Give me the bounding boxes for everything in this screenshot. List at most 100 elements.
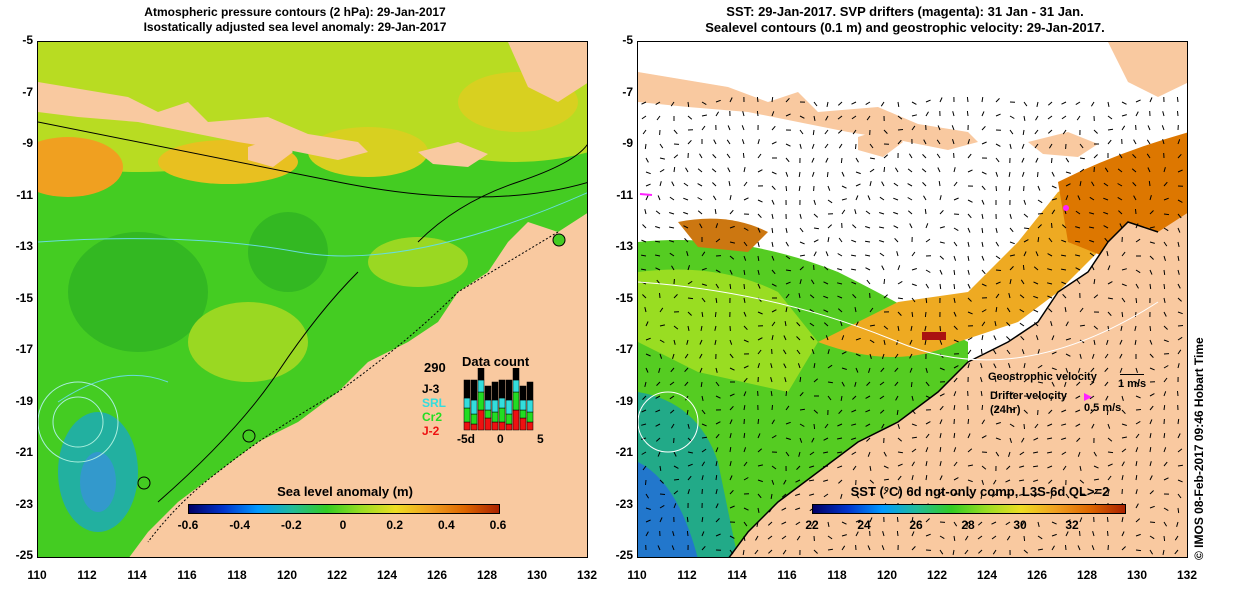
velocity-arrow bbox=[1163, 365, 1169, 369]
velocity-arrow bbox=[1177, 269, 1180, 275]
histogram-bar-segment bbox=[463, 407, 471, 423]
velocity-arrow bbox=[797, 363, 801, 369]
right-y-tick-label: -15 bbox=[615, 290, 633, 305]
velocity-arrow bbox=[880, 367, 885, 373]
velocity-arrow bbox=[771, 185, 776, 191]
velocity-arrow bbox=[796, 322, 801, 327]
velocity-arrow bbox=[838, 143, 843, 149]
velocity-arrow bbox=[1177, 325, 1184, 327]
velocity-arrow bbox=[1135, 283, 1139, 289]
velocity-arrow bbox=[967, 418, 970, 425]
velocity-arrow bbox=[1147, 167, 1151, 173]
velocity-arrow bbox=[925, 99, 931, 103]
histogram-bar-segment bbox=[498, 421, 506, 431]
velocity-arrow bbox=[897, 325, 900, 331]
velocity-arrow bbox=[645, 321, 649, 327]
velocity-arrow bbox=[1177, 479, 1183, 483]
velocity-arrow bbox=[1107, 475, 1112, 481]
velocity-arrow bbox=[1075, 101, 1081, 106]
velocity-arrow bbox=[952, 111, 955, 117]
velocity-arrow bbox=[1033, 281, 1039, 285]
velocity-arrow bbox=[1131, 168, 1137, 173]
velocity-arrow bbox=[838, 237, 843, 243]
velocity-arrow bbox=[1006, 336, 1011, 341]
velocity-arrow bbox=[851, 115, 857, 120]
velocity-arrow bbox=[782, 549, 787, 555]
velocity-arrow bbox=[866, 279, 871, 285]
velocity-arrow bbox=[967, 213, 972, 219]
velocity-arrow bbox=[967, 311, 973, 315]
velocity-arrow bbox=[897, 437, 903, 442]
velocity-arrow bbox=[1065, 157, 1070, 163]
velocity-arrow bbox=[1061, 224, 1067, 229]
velocity-arrow bbox=[785, 241, 789, 247]
velocity-arrow bbox=[1133, 195, 1137, 201]
velocity-arrow bbox=[823, 465, 829, 468]
velocity-arrow bbox=[1023, 549, 1029, 554]
velocity-arrow bbox=[1023, 423, 1025, 430]
velocity-arrow bbox=[1117, 183, 1123, 187]
imos-credit: © IMOS 08-Feb-2017 09:46 Hobart Time bbox=[1192, 337, 1206, 560]
velocity-arrow bbox=[813, 423, 816, 430]
histogram-bar-segment bbox=[526, 381, 534, 401]
velocity-arrow bbox=[978, 549, 983, 554]
velocity-arrow bbox=[1174, 535, 1179, 541]
velocity-arrow bbox=[869, 157, 875, 160]
velocity-arrow bbox=[1051, 367, 1057, 371]
velocity-arrow bbox=[1103, 211, 1109, 215]
velocity-arrow bbox=[883, 294, 888, 299]
velocity-arrow bbox=[1009, 377, 1012, 383]
velocity-arrow bbox=[1089, 226, 1095, 229]
velocity-arrow bbox=[1061, 451, 1067, 456]
velocity-arrow bbox=[796, 336, 801, 341]
velocity-arrow bbox=[683, 225, 689, 229]
velocity-arrow bbox=[799, 266, 804, 271]
velocity-arrow bbox=[939, 97, 943, 103]
velocity-arrow bbox=[1076, 381, 1081, 386]
velocity-arrow bbox=[967, 283, 971, 289]
velocity-arrow bbox=[995, 307, 998, 313]
velocity-arrow bbox=[729, 475, 733, 481]
velocity-arrow bbox=[781, 535, 787, 540]
velocity-arrow bbox=[715, 223, 719, 229]
velocity-arrow bbox=[701, 531, 705, 537]
velocity-arrow bbox=[1009, 254, 1016, 257]
velocity-arrow bbox=[757, 153, 762, 159]
colorbar-tick-label: 28 bbox=[961, 518, 975, 532]
velocity-arrow bbox=[673, 129, 678, 135]
velocity-arrow bbox=[967, 363, 970, 369]
velocity-arrow bbox=[757, 464, 764, 467]
velocity-arrow bbox=[907, 183, 913, 187]
velocity-arrow bbox=[953, 167, 956, 173]
velocity-arrow bbox=[1034, 423, 1039, 429]
velocity-arrow bbox=[911, 474, 914, 481]
velocity-arrow bbox=[673, 451, 677, 457]
velocity-arrow bbox=[700, 325, 703, 331]
velocity-arrow bbox=[729, 405, 734, 411]
velocity-arrow bbox=[1079, 143, 1084, 149]
velocity-arrow bbox=[756, 521, 759, 528]
velocity-arrow bbox=[967, 169, 973, 173]
velocity-arrow bbox=[1090, 409, 1095, 414]
velocity-arrow bbox=[799, 391, 804, 397]
velocity-arrow bbox=[953, 535, 956, 541]
velocity-arrow bbox=[1023, 362, 1026, 369]
velocity-arrow bbox=[1035, 157, 1039, 163]
velocity-arrow bbox=[852, 395, 857, 400]
velocity-arrow bbox=[771, 213, 774, 220]
velocity-arrow bbox=[1177, 153, 1182, 159]
velocity-arrow bbox=[995, 269, 1002, 271]
velocity-arrow bbox=[854, 381, 857, 387]
velocity-arrow bbox=[1107, 463, 1113, 467]
colorbar-tick-label: 0.4 bbox=[437, 518, 455, 532]
velocity-arrow bbox=[1121, 546, 1126, 551]
velocity-arrow bbox=[645, 493, 650, 499]
velocity-arrow bbox=[659, 307, 664, 313]
velocity-arrow bbox=[697, 197, 703, 201]
velocity-arrow bbox=[673, 339, 676, 345]
velocity-arrow bbox=[939, 339, 943, 345]
velocity-arrow bbox=[1177, 139, 1181, 145]
left-y-tick-label: -9 bbox=[22, 136, 33, 150]
velocity-arrow bbox=[785, 307, 788, 313]
velocity-arrow bbox=[1107, 281, 1113, 285]
